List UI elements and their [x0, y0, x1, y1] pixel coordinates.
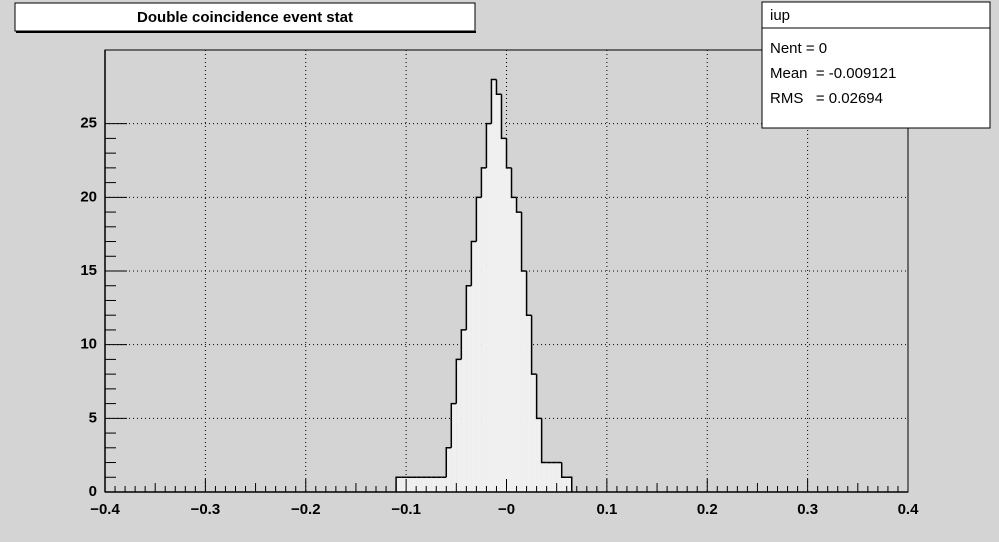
- x-tick-label: −0.1: [391, 501, 421, 518]
- bar: [551, 462, 557, 492]
- bar-outline: [445, 447, 452, 478]
- bar: [516, 212, 522, 493]
- y-tick-label: 0: [89, 483, 97, 500]
- bar: [501, 138, 507, 492]
- y-tick-label: 5: [89, 409, 97, 426]
- bar-outline: [505, 138, 512, 169]
- y-tick-label: 25: [80, 115, 97, 132]
- stats-name: iup: [770, 7, 790, 24]
- bar-outline: [470, 240, 477, 286]
- bar: [546, 462, 552, 492]
- bar-outline: [500, 94, 507, 140]
- axes: 0 5 10 15 20 25 −0.4 −0.3 −0.2 −0.1 −0 0.1 0.2 0.3 0.4: [80, 50, 919, 518]
- bar: [411, 477, 417, 492]
- bar: [481, 167, 487, 492]
- bar: [451, 403, 457, 492]
- bar: [461, 329, 467, 492]
- bar: [561, 477, 567, 492]
- bar: [506, 167, 512, 492]
- x-tick-label: −0: [498, 501, 515, 518]
- bar-outline: [560, 462, 567, 479]
- bar-outline: [465, 284, 472, 330]
- bar: [531, 374, 537, 492]
- bar: [431, 477, 437, 492]
- x-tick-label: 0.4: [898, 501, 920, 518]
- bar-outline: [525, 271, 532, 316]
- bar-outline: [480, 167, 487, 198]
- bar-outline: [540, 418, 547, 464]
- bar: [416, 477, 422, 492]
- x-tick-label: −0.4: [90, 501, 120, 518]
- x-tick-label: −0.3: [191, 501, 221, 518]
- y-tick-label: 20: [80, 188, 97, 205]
- bar-outline: [520, 212, 527, 272]
- bar-outline: [450, 402, 457, 448]
- bar: [456, 359, 462, 492]
- bar-outline: [455, 358, 462, 404]
- bar: [401, 477, 407, 492]
- stats-box: [761, 1, 991, 129]
- bar-outline: [510, 167, 517, 199]
- bar: [471, 241, 477, 492]
- bar: [396, 477, 402, 492]
- x-tick-label: −0.2: [291, 501, 321, 518]
- x-tick-label: 0.2: [697, 501, 718, 518]
- bar-outline: [530, 315, 537, 375]
- bar: [466, 285, 472, 492]
- bar: [556, 462, 562, 492]
- bar-outline: [490, 78, 497, 124]
- bar: [406, 477, 412, 492]
- chart-title: Double coincidence event stat: [137, 9, 353, 26]
- bar: [541, 462, 547, 492]
- bar: [476, 197, 482, 493]
- bar-outline: [460, 329, 467, 360]
- bar: [446, 447, 452, 492]
- bar: [496, 94, 502, 492]
- stats-line: RMS = 0.02694: [770, 90, 883, 107]
- x-tick-label: 0.3: [797, 501, 818, 518]
- bar-outline: [475, 196, 482, 242]
- bar-outline: [495, 79, 502, 95]
- bar: [436, 477, 442, 492]
- stats-line: Mean = -0.009121: [770, 65, 896, 82]
- bar: [511, 197, 517, 493]
- bar: [421, 477, 427, 492]
- bar-outline: [485, 122, 492, 168]
- y-tick-label: 15: [80, 262, 97, 279]
- bar-outline: [566, 476, 573, 492]
- histogram: [395, 78, 573, 493]
- y-tick-label: 10: [80, 336, 97, 353]
- bar: [486, 123, 492, 493]
- bar: [566, 477, 572, 492]
- bar: [536, 418, 542, 492]
- bar-outline: [515, 197, 522, 213]
- bar: [521, 271, 527, 492]
- bar-outline: [535, 374, 542, 420]
- bar: [441, 477, 447, 492]
- bar: [491, 79, 497, 492]
- bar: [526, 315, 532, 492]
- x-tick-label: 0.1: [596, 501, 617, 518]
- bar: [426, 477, 432, 492]
- stats-line: Nent = 0: [770, 40, 827, 57]
